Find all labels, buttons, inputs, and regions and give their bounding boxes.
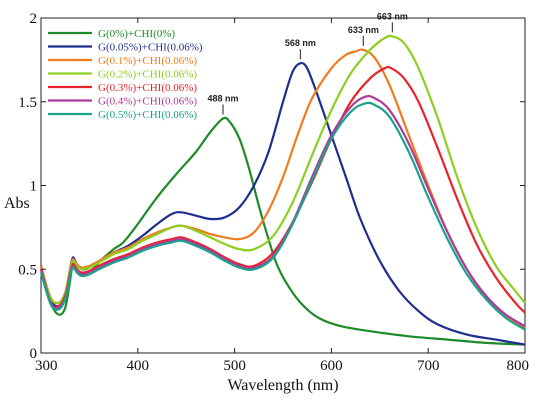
legend-label: G(0.2%)+CHI(0.06%): [98, 69, 197, 81]
x-tick-label: 400: [127, 358, 150, 374]
x-tick-label: 300: [35, 358, 58, 374]
x-tick-label: 700: [417, 358, 440, 374]
series-line-5: [39, 94, 526, 328]
legend-label: G(0.3%)+CHI(0.06%): [98, 82, 197, 94]
y-tick-label: 2: [30, 11, 38, 27]
x-tick-label: 800: [507, 358, 530, 374]
y-axis-title: Abs: [4, 195, 30, 212]
legend-label: G(0.4%)+CHI(0.06%): [98, 96, 197, 108]
x-tick-label: 600: [320, 358, 343, 374]
series-layer: [39, 34, 526, 346]
series-line-0: [39, 116, 526, 346]
legend: G(0%)+CHI(0%) G(0.05%)+CHI(0.06%)G(0.1%)+…: [48, 28, 203, 121]
y-tick-label: 1: [30, 179, 38, 195]
peak-label: 633 nm: [348, 25, 379, 35]
peak-label: 568 nm: [285, 38, 316, 48]
y-tick-label: 1.5: [18, 95, 37, 111]
y-tick-label: 0: [30, 346, 38, 362]
y-tick-label: 0.5: [18, 262, 37, 278]
axis-ticks: 300 400 500 600 700 800 0 0.5 1 1.5 2: [18, 11, 529, 374]
legend-label: G(0.05%)+CHI(0.06%): [98, 42, 203, 54]
x-axis-title: Wavelength (nm): [227, 377, 338, 394]
legend-label: G(0%)+CHI(0%): [98, 28, 175, 40]
peak-label: 488 nm: [207, 94, 238, 104]
series-line-2: [39, 48, 526, 329]
peak-annotations: 488 nm 568 nm 633 nm 663 nm: [207, 11, 408, 115]
series-line-3: [39, 34, 526, 305]
peak-label: 663 nm: [377, 11, 408, 21]
legend-label: G(0.1%)+CHI(0.06%): [98, 55, 197, 67]
x-tick-label: 500: [223, 358, 246, 374]
legend-label: G(0.5%)+CHI(0.06%): [98, 109, 197, 121]
series-line-6: [39, 101, 526, 331]
